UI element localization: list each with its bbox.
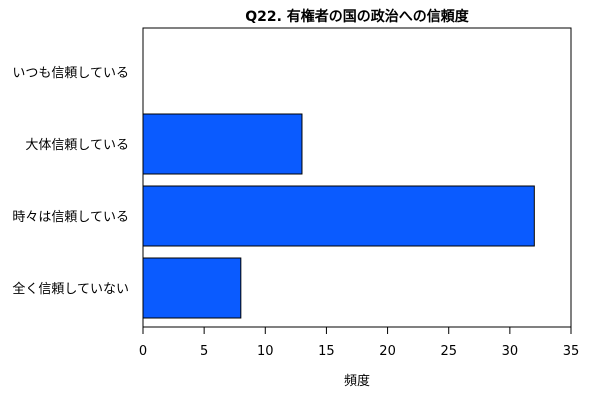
x-tick-label: 10 xyxy=(257,344,274,359)
x-tick-label: 25 xyxy=(440,344,457,359)
chart-title: Q22. 有権者の国の政治への信頼度 xyxy=(245,8,470,25)
x-tick-label: 20 xyxy=(379,344,396,359)
x-tick-label: 15 xyxy=(318,344,335,359)
category-label: 全く信頼していない xyxy=(12,281,129,297)
x-tick-label: 5 xyxy=(200,344,208,359)
bar xyxy=(142,113,303,175)
x-axis-label: 頻度 xyxy=(344,373,370,389)
x-tick-label: 0 xyxy=(139,344,147,359)
bar xyxy=(142,257,242,319)
bar xyxy=(142,185,535,247)
x-tick-label: 30 xyxy=(502,344,519,359)
x-tick-label: 35 xyxy=(563,344,580,359)
category-label: 大体信頼している xyxy=(25,138,129,153)
category-label: いつも信頼している xyxy=(12,66,129,81)
category-label: 時々は信頼している xyxy=(12,210,129,225)
